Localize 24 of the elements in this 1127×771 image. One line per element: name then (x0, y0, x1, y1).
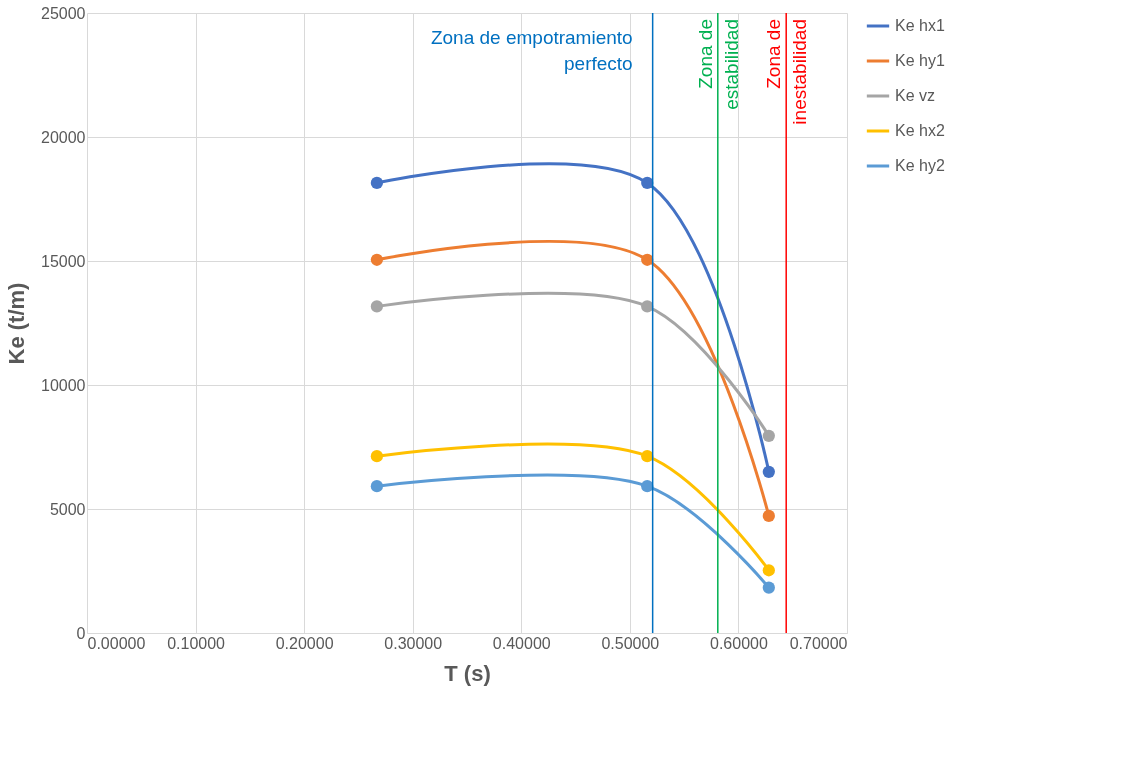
y-tick-label: 10000 (41, 376, 86, 394)
legend-label: Ke hx1 (895, 17, 945, 34)
y-tick-label: 0 (76, 624, 86, 642)
x-tick-label: 0.00000 (87, 634, 146, 652)
x-tick-label: 0.70000 (789, 634, 848, 652)
legend-label: Ke hy1 (895, 52, 945, 69)
legend-label: Ke hy2 (895, 157, 945, 174)
x-tick-label: 0.20000 (275, 634, 334, 652)
x-tick-label: 0.30000 (384, 634, 443, 652)
x-tick-label: 0.10000 (167, 634, 226, 652)
y-axis-title: Ke (t/m) (4, 282, 30, 365)
legend-label: Ke vz (895, 87, 936, 104)
y-tick-label: 15000 (41, 252, 86, 270)
ref-line-label: Zona de estabilidad (694, 19, 742, 110)
y-tick-label: 20000 (41, 128, 86, 146)
x-axis-title: T (s) (444, 660, 491, 686)
y-tick-label: 25000 (41, 4, 86, 22)
ref-line-label: Zona de inestabilidad (763, 19, 811, 125)
x-tick-label: 0.60000 (710, 634, 768, 652)
x-tick-label: 0.40000 (492, 634, 551, 652)
ref-line-label: Zona de empotramiento perfecto (430, 27, 633, 74)
legend-label: Ke hx2 (895, 122, 945, 139)
y-tick-label: 5000 (49, 500, 86, 518)
x-tick-label: 0.50000 (601, 634, 660, 652)
